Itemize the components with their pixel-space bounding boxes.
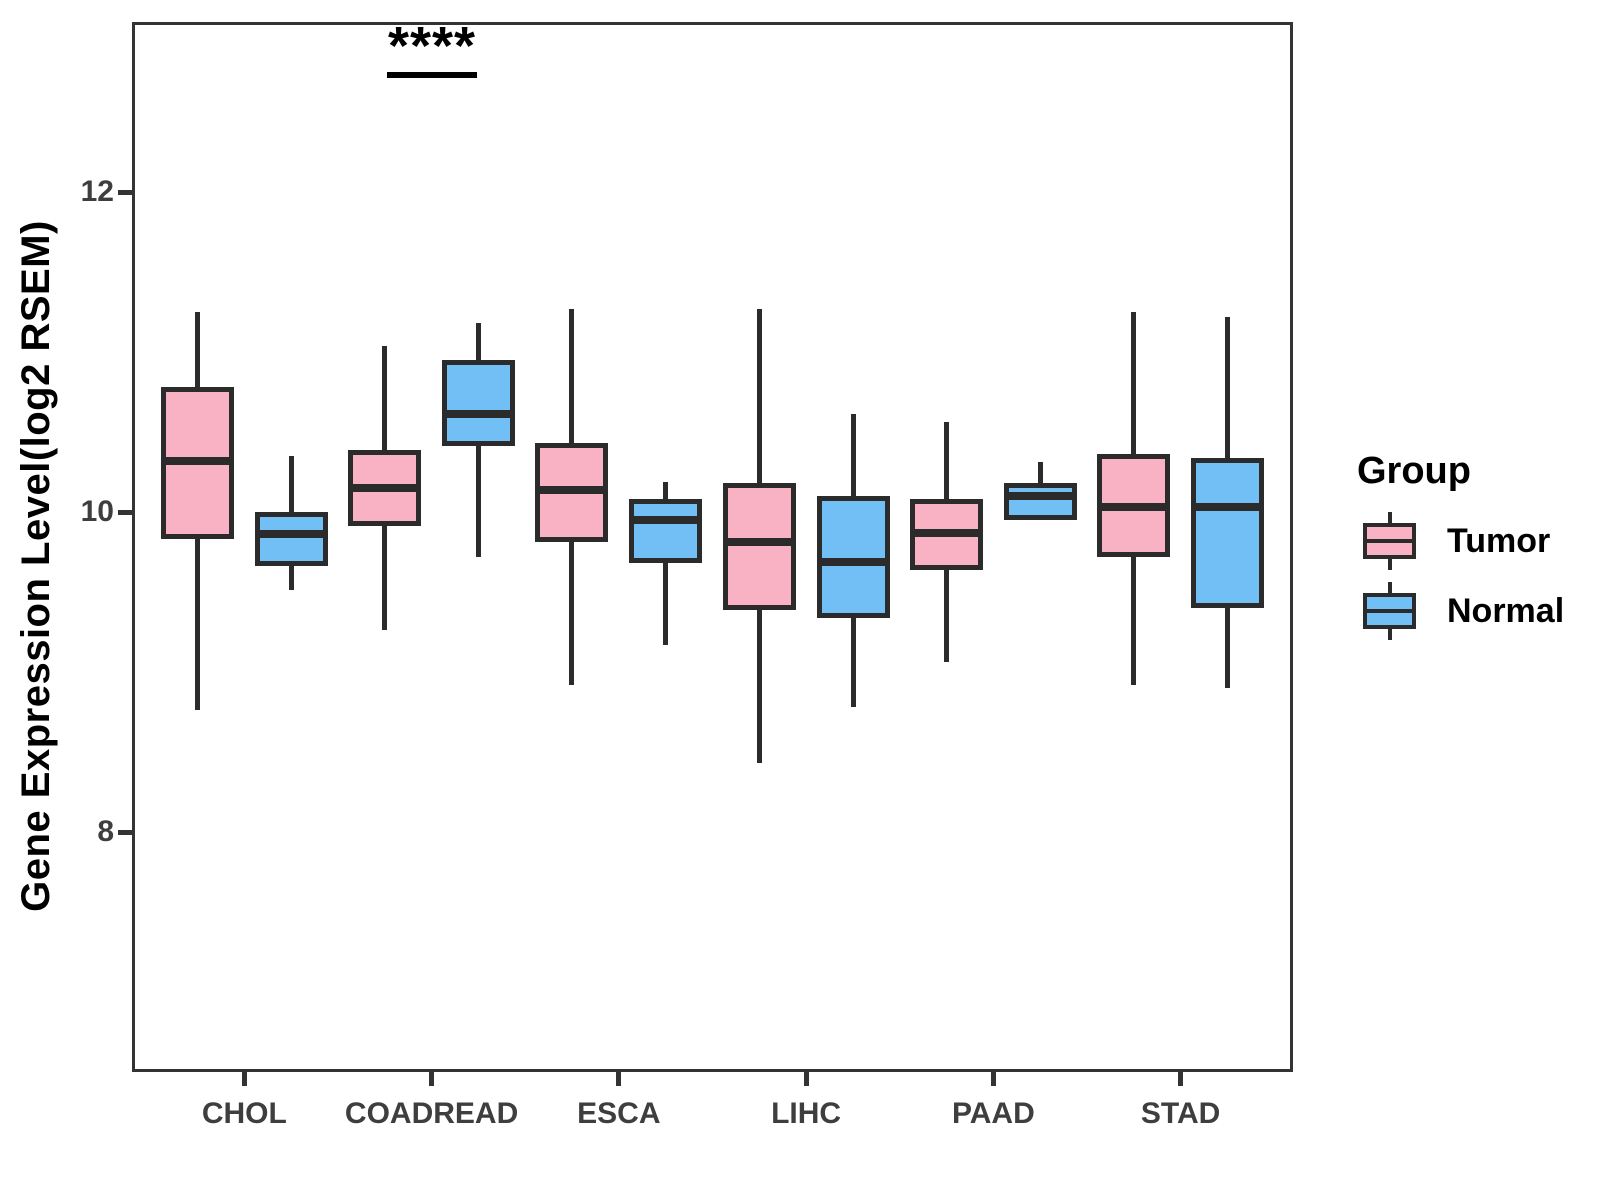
y-tick-label: 8 — [97, 815, 114, 848]
legend-key-upper-whisker — [1388, 582, 1392, 593]
box-coadread-normal — [442, 360, 516, 447]
y-axis-title: Gene Expression Level(log2 RSEM) — [14, 220, 58, 912]
upper-whisker-stad-tumor — [1131, 312, 1137, 455]
legend-key-tumor — [1363, 512, 1416, 570]
x-axis-tick — [616, 1072, 622, 1086]
significance-annotation: **** — [387, 16, 477, 78]
lower-whisker-lihc-tumor — [756, 609, 762, 764]
lower-whisker-chol-tumor — [194, 539, 200, 711]
median-chol-normal — [257, 530, 325, 539]
median-coadread-normal — [445, 410, 513, 419]
upper-whisker-paad-normal — [1037, 462, 1043, 484]
lower-whisker-coadread-normal — [476, 446, 482, 557]
legend-key-median — [1363, 539, 1416, 543]
y-axis-tick — [118, 189, 132, 195]
upper-whisker-esca-normal — [663, 481, 669, 500]
y-tick-label: 10 — [80, 495, 114, 528]
x-tick-label-chol: CHOL — [201, 1097, 287, 1130]
median-coadread-tumor — [351, 484, 419, 492]
upper-whisker-chol-normal — [288, 456, 294, 512]
upper-whisker-coadread-tumor — [382, 345, 388, 450]
lower-whisker-chol-normal — [288, 566, 294, 591]
upper-whisker-stad-normal — [1225, 316, 1231, 458]
lower-whisker-esca-tumor — [569, 542, 575, 685]
lower-whisker-paad-tumor — [943, 569, 949, 663]
median-chol-tumor — [163, 456, 231, 465]
median-paad-normal — [1006, 492, 1074, 500]
upper-whisker-paad-tumor — [943, 422, 949, 500]
significance-underline — [387, 72, 477, 78]
x-tick-label-paad: PAAD — [951, 1097, 1035, 1130]
legend-key-median — [1363, 609, 1416, 613]
upper-whisker-lihc-normal — [850, 414, 856, 496]
box-paad-normal — [1003, 483, 1077, 520]
x-axis-tick — [990, 1072, 996, 1086]
y-tick-label: 12 — [80, 175, 114, 208]
legend-label-normal: Normal — [1447, 592, 1565, 630]
legend-key-lower-whisker — [1388, 559, 1392, 570]
x-tick-label-coadread: COADREAD — [344, 1097, 519, 1130]
box-stad-normal — [1191, 457, 1265, 608]
median-lihc-normal — [819, 557, 887, 566]
upper-whisker-chol-tumor — [194, 312, 200, 388]
lower-whisker-coadread-tumor — [382, 526, 388, 631]
median-esca-tumor — [538, 485, 606, 494]
median-esca-normal — [632, 516, 700, 524]
lower-whisker-lihc-normal — [850, 617, 856, 708]
box-lihc-normal — [816, 496, 890, 618]
legend-key-upper-whisker — [1388, 512, 1392, 523]
legend-key-normal — [1363, 582, 1416, 640]
x-tick-label-lihc: LIHC — [771, 1097, 842, 1130]
y-axis-tick — [118, 509, 132, 515]
upper-whisker-lihc-tumor — [756, 308, 762, 484]
significance-stars: **** — [387, 16, 477, 76]
legend-title: Group — [1357, 450, 1471, 492]
x-tick-label-esca: ESCA — [577, 1097, 661, 1130]
upper-whisker-coadread-normal — [476, 323, 482, 360]
box-esca-normal — [629, 499, 703, 564]
x-axis-tick — [1178, 1072, 1184, 1086]
legend-key-lower-whisker — [1388, 629, 1392, 640]
lower-whisker-stad-normal — [1225, 608, 1231, 688]
x-axis-tick — [241, 1072, 247, 1086]
lower-whisker-stad-tumor — [1131, 556, 1137, 685]
x-axis-tick — [429, 1072, 435, 1086]
median-stad-tumor — [1100, 503, 1168, 512]
x-tick-label-stad: STAD — [1140, 1097, 1221, 1130]
lower-whisker-esca-normal — [663, 563, 669, 645]
median-paad-tumor — [912, 528, 980, 537]
median-stad-normal — [1194, 503, 1262, 512]
legend-label-tumor: Tumor — [1447, 522, 1551, 560]
upper-whisker-esca-tumor — [569, 308, 575, 444]
box-chol-normal — [254, 512, 328, 567]
x-axis-tick — [803, 1072, 809, 1086]
y-axis-tick — [118, 829, 132, 835]
median-lihc-tumor — [725, 538, 793, 547]
